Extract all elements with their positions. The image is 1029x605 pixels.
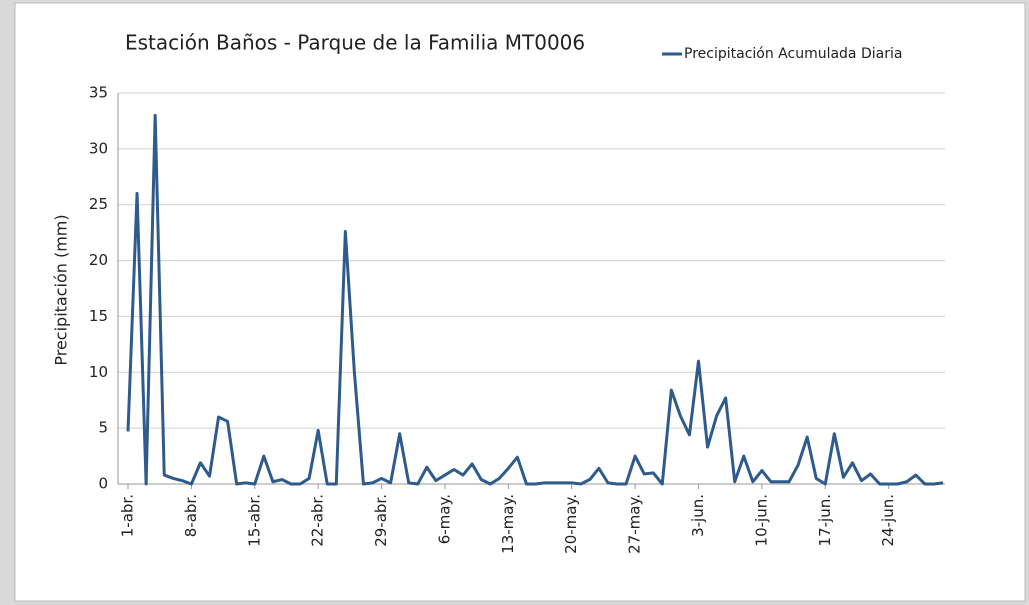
x-tick-label: 8-abr.: [182, 494, 200, 537]
y-tick-label: 5: [98, 419, 108, 437]
x-tick-label: 22-abr.: [309, 494, 327, 547]
y-tick-label: 25: [89, 195, 108, 213]
x-tick-label: 1-abr.: [119, 494, 137, 537]
data-line: [126, 113, 944, 486]
y-tick-label: 15: [89, 307, 108, 325]
y-tick-label: 30: [89, 139, 108, 157]
chart-title: Estación Baños - Parque de la Familia MT…: [125, 31, 585, 55]
y-axis-label: Precipitación (mm): [52, 214, 71, 365]
x-tick-label: 27-may.: [626, 494, 644, 554]
x-tick-label: 29-abr.: [372, 494, 390, 547]
legend-label: Precipitación Acumulada Diaria: [684, 46, 902, 62]
chart-panel: [14, 2, 1026, 602]
x-tick-label: 24-jun.: [879, 494, 897, 546]
y-tick-label: 0: [98, 475, 108, 493]
x-tick-label: 17-jun.: [816, 494, 834, 546]
y-tick-label: 20: [89, 251, 108, 269]
x-tick-label: 10-jun.: [752, 494, 770, 546]
x-tick-label: 15-abr.: [245, 494, 263, 547]
y-tick-label: 35: [89, 84, 108, 102]
x-tick-label: 6-may.: [435, 494, 453, 544]
x-tick-label: 20-may.: [562, 494, 580, 554]
x-tick-label: 13-may.: [499, 494, 517, 554]
y-tick-label: 10: [89, 363, 108, 381]
x-tick-label: 3-jun.: [689, 494, 707, 537]
